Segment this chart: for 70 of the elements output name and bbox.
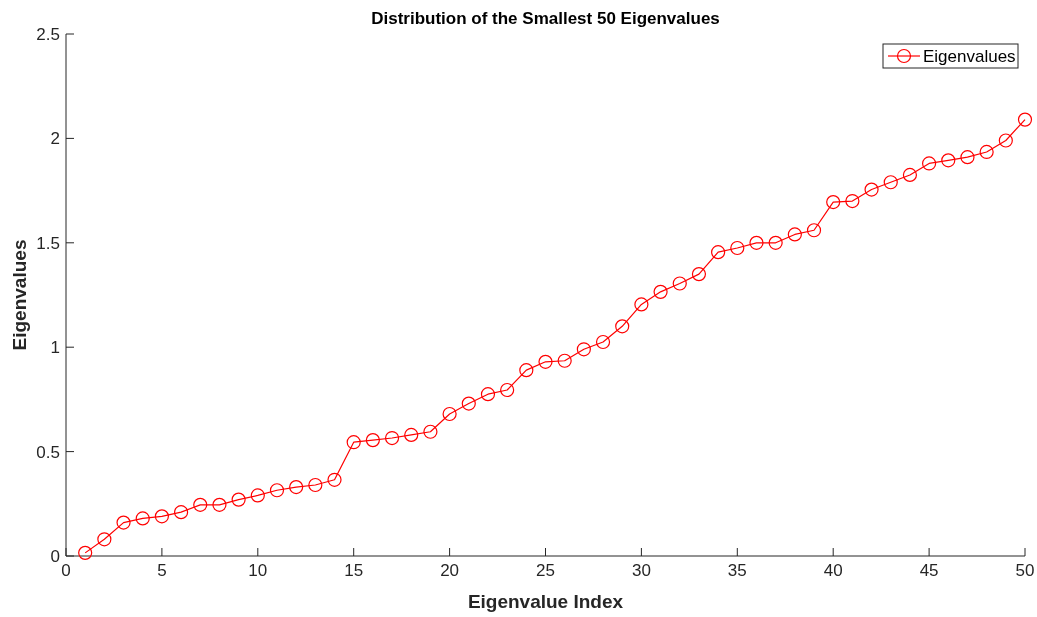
point bbox=[615, 319, 630, 334]
point bbox=[922, 156, 937, 171]
point bbox=[787, 227, 802, 242]
point bbox=[423, 424, 438, 439]
point bbox=[116, 515, 131, 530]
point bbox=[749, 235, 764, 250]
point bbox=[308, 477, 323, 493]
point bbox=[634, 297, 649, 312]
point bbox=[154, 509, 169, 524]
point bbox=[97, 532, 112, 547]
point bbox=[404, 427, 419, 442]
point bbox=[365, 433, 380, 448]
point bbox=[500, 382, 515, 398]
point bbox=[442, 406, 457, 422]
point bbox=[672, 276, 687, 291]
x-tick-label: 35 bbox=[727, 561, 747, 580]
x-tick-label: 25 bbox=[536, 561, 555, 580]
x-tick-label: 10 bbox=[248, 561, 268, 580]
x-tick-label: 40 bbox=[823, 561, 843, 580]
y-axis-title: Eigenvalues bbox=[9, 239, 30, 351]
point bbox=[78, 545, 93, 560]
point bbox=[979, 144, 994, 160]
x-tick-label: 5 bbox=[157, 561, 167, 580]
point bbox=[1017, 112, 1033, 127]
point bbox=[711, 245, 726, 260]
legend-label: Eigenvalues bbox=[923, 47, 1016, 66]
point bbox=[384, 430, 400, 446]
point bbox=[135, 511, 150, 526]
point bbox=[691, 267, 707, 282]
y-tick-label: 0 bbox=[50, 547, 60, 566]
point bbox=[461, 396, 476, 411]
point bbox=[806, 223, 822, 238]
point bbox=[193, 497, 208, 512]
point bbox=[346, 435, 361, 450]
x-axis-title: Eigenvalue Index bbox=[467, 591, 624, 612]
y-tick-label: 1.5 bbox=[36, 233, 60, 253]
point bbox=[557, 353, 572, 368]
chart-title: Distribution of the Smallest 50 Eigenvalues bbox=[371, 9, 720, 28]
point bbox=[231, 492, 246, 507]
point bbox=[864, 182, 879, 197]
y-tick-label: 2.5 bbox=[36, 25, 60, 44]
point bbox=[480, 387, 496, 402]
point bbox=[250, 488, 265, 503]
point bbox=[730, 240, 745, 256]
y-tick-label: 2 bbox=[50, 129, 60, 149]
point bbox=[768, 235, 783, 250]
point bbox=[212, 497, 227, 512]
point bbox=[883, 175, 898, 190]
point bbox=[327, 472, 342, 487]
x-tick-label: 20 bbox=[440, 561, 460, 580]
x-tick-label: 15 bbox=[344, 561, 364, 580]
point bbox=[269, 483, 285, 498]
point bbox=[902, 167, 918, 183]
x-tick-label: 45 bbox=[919, 561, 939, 580]
point bbox=[289, 480, 304, 495]
point bbox=[998, 133, 1013, 148]
point bbox=[960, 150, 975, 165]
point bbox=[941, 153, 956, 168]
point bbox=[826, 195, 841, 210]
point bbox=[576, 342, 591, 357]
point bbox=[173, 505, 189, 520]
x-tick-label: 30 bbox=[631, 561, 651, 580]
y-tick-label: 1 bbox=[50, 338, 60, 358]
y-tick-label: 0.5 bbox=[36, 442, 60, 462]
point bbox=[845, 193, 860, 209]
point bbox=[538, 354, 553, 369]
point bbox=[595, 334, 611, 350]
point bbox=[519, 363, 534, 378]
point bbox=[653, 284, 668, 299]
x-tick-label: 50 bbox=[1015, 561, 1035, 580]
